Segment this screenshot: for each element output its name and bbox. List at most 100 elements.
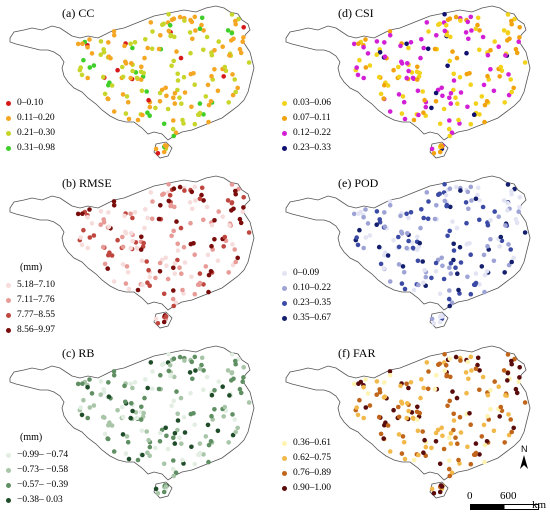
- station-marker: [115, 407, 120, 413]
- station-marker: [424, 20, 430, 25]
- station-marker: [517, 35, 522, 40]
- station-marker: [468, 461, 474, 467]
- station-marker: [398, 383, 403, 389]
- station-marker: [382, 224, 388, 229]
- station-marker: [354, 405, 359, 410]
- station-marker: [128, 381, 133, 387]
- station-marker: [205, 252, 211, 258]
- station-marker: [238, 50, 244, 56]
- station-marker: [171, 303, 176, 309]
- station-marker: [505, 352, 511, 357]
- station-marker: [101, 50, 107, 55]
- station-marker: [156, 386, 162, 392]
- station-marker: [142, 395, 147, 401]
- station-marker: [481, 252, 487, 258]
- station-marker: [85, 75, 90, 81]
- station-marker: [204, 34, 210, 40]
- station-marker: [387, 279, 393, 284]
- station-marker: [175, 257, 180, 263]
- legend-item: 7.77–8.55: [6, 308, 55, 323]
- station-marker: [457, 244, 463, 250]
- station-marker: [374, 39, 380, 44]
- station-marker: [166, 198, 172, 204]
- station-marker: [175, 411, 180, 417]
- station-marker: [418, 395, 423, 401]
- station-marker: [215, 258, 221, 264]
- station-marker: [122, 213, 127, 219]
- station-marker: [469, 28, 474, 33]
- station-marker: [387, 373, 393, 378]
- station-marker: [356, 211, 361, 216]
- station-marker: [453, 184, 459, 190]
- station-marker: [111, 373, 117, 378]
- station-marker: [98, 52, 103, 57]
- station-marker: [85, 245, 90, 251]
- station-marker: [238, 390, 244, 396]
- station-marker: [508, 247, 513, 252]
- station-marker: [448, 374, 453, 380]
- station-marker: [201, 282, 206, 287]
- legend-dot-icon: [6, 498, 11, 503]
- legend: 5.18–7.10 7.11–7.76 7.77–8.55 8.56–9.97: [6, 278, 55, 338]
- legend-item: −0.38– 0.03: [6, 493, 68, 508]
- station-marker: [201, 217, 206, 223]
- station-marker: [382, 380, 387, 385]
- station-marker: [126, 116, 132, 122]
- station-marker: [229, 30, 235, 36]
- station-marker: [197, 366, 203, 372]
- station-marker: [102, 91, 108, 97]
- station-marker: [98, 222, 103, 227]
- legend: 0–0.09 0.10–0.22 0.23–0.35 0.35–0.67: [282, 266, 331, 326]
- station-marker: [201, 452, 206, 457]
- station-marker: [175, 71, 180, 77]
- station-marker: [434, 33, 439, 38]
- station-marker: [437, 121, 443, 127]
- station-marker: [479, 264, 485, 269]
- station-marker: [456, 287, 461, 293]
- station-marker: [75, 41, 81, 47]
- station-marker: [509, 429, 514, 435]
- station-marker: [420, 429, 425, 434]
- station-marker: [484, 99, 490, 104]
- legend-item: 0.21–0.30: [6, 126, 55, 141]
- station-marker: [216, 209, 221, 214]
- station-marker: [475, 355, 481, 361]
- legend-dot-icon: [6, 146, 11, 151]
- legend-item: 8.56–9.97: [6, 323, 55, 338]
- station-marker: [225, 368, 231, 373]
- station-marker: [450, 389, 455, 394]
- station-marker: [401, 439, 407, 445]
- station-marker: [522, 60, 528, 65]
- station-marker: [189, 189, 195, 195]
- station-marker: [101, 220, 107, 225]
- station-marker: [227, 223, 232, 228]
- station-marker: [442, 12, 447, 17]
- station-marker: [124, 94, 130, 99]
- station-marker: [517, 25, 522, 30]
- scale-label-unit: km: [532, 499, 547, 511]
- station-marker: [212, 237, 217, 242]
- station-marker: [120, 244, 126, 250]
- station-marker: [192, 461, 198, 467]
- station-marker: [123, 281, 129, 286]
- station-marker: [178, 395, 184, 401]
- map-panel-rb: (c) RB (mm) −0.99– −0.74 −0.73– −0.58 −0.57–…: [2, 342, 272, 510]
- station-marker: [361, 245, 366, 251]
- station-marker: [229, 378, 234, 383]
- legend-label: 0–0.10: [17, 98, 44, 108]
- station-marker: [376, 414, 382, 420]
- station-marker: [102, 431, 108, 437]
- station-marker: [440, 433, 445, 439]
- station-marker: [351, 211, 357, 217]
- station-marker: [199, 185, 205, 191]
- station-marker: [199, 15, 205, 21]
- station-marker: [458, 188, 463, 193]
- station-marker: [192, 184, 198, 190]
- station-marker: [155, 491, 161, 496]
- station-marker: [109, 83, 115, 88]
- station-marker: [89, 391, 95, 396]
- north-arrow: N: [518, 444, 530, 470]
- station-marker: [468, 252, 473, 257]
- station-marker: [192, 14, 198, 20]
- station-marker: [485, 52, 491, 58]
